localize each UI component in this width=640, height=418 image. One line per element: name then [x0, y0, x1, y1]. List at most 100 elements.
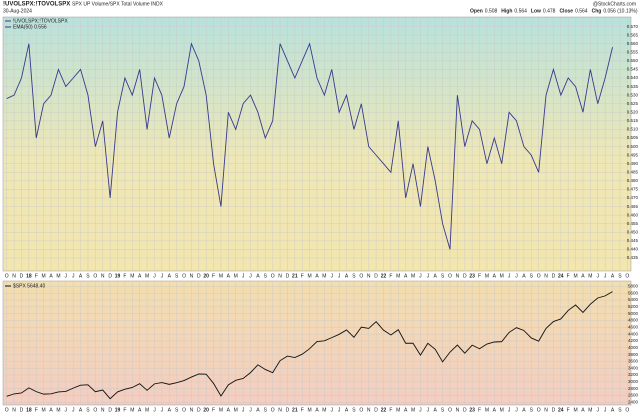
- x-tick-label: M: [130, 407, 134, 413]
- x-tick-label: A: [315, 273, 319, 279]
- x-tick-label: O: [182, 407, 186, 413]
- y-tick-label: 3600: [628, 359, 639, 364]
- y-tick-label: 0.435: [627, 255, 639, 260]
- y-tick-label: 0.535: [627, 84, 639, 89]
- x-tick-label: M: [234, 407, 238, 413]
- x-tick-label: F: [389, 407, 392, 413]
- x-tick-label: A: [256, 407, 260, 413]
- x-tick-label: J: [72, 273, 75, 279]
- x-tick-label: 19: [115, 273, 121, 279]
- y-tick-label: 0.465: [627, 204, 639, 209]
- x-tick-label: A: [79, 273, 83, 279]
- x-tick-label: S: [175, 273, 179, 279]
- x-tick-label: M: [308, 273, 312, 279]
- y-tick-label: 0.515: [627, 118, 639, 123]
- x-tick-label: A: [168, 273, 172, 279]
- x-tick-label: 20: [203, 273, 209, 279]
- x-tick-label: A: [227, 273, 231, 279]
- x-tick-label: J: [65, 407, 68, 413]
- x-tick-label: S: [530, 407, 534, 413]
- x-tick-label: A: [522, 407, 526, 413]
- x-tick-label: M: [322, 407, 326, 413]
- y-tick-label: 0.565: [627, 32, 639, 37]
- y-tick-label: 0.560: [627, 41, 639, 46]
- x-tick-label: 24: [558, 407, 564, 413]
- x-tick-label: S: [618, 407, 622, 413]
- x-tick-label: S: [264, 407, 268, 413]
- x-tick-label: M: [500, 273, 504, 279]
- y-tick-label: 5200: [628, 304, 639, 309]
- y-tick-label: 2400: [628, 399, 639, 404]
- x-tick-label: J: [161, 273, 164, 279]
- x-tick-label: D: [197, 407, 201, 413]
- x-tick-label: M: [130, 273, 134, 279]
- x-tick-label: D: [20, 407, 24, 413]
- y-tick-label: 0.495: [627, 152, 639, 157]
- x-tick-label: N: [101, 273, 105, 279]
- quote-label: Chg: [592, 8, 602, 14]
- y-tick-label: 2800: [628, 386, 639, 391]
- x-tick-label: F: [212, 407, 215, 413]
- x-tick-label: M: [56, 273, 60, 279]
- x-tick-label: J: [161, 407, 164, 413]
- x-tick-label: S: [175, 407, 179, 413]
- y-tick-label: 3400: [628, 365, 639, 370]
- quote-value: 0.564: [514, 8, 527, 14]
- x-tick-label: M: [219, 273, 223, 279]
- x-tick-label: M: [485, 407, 489, 413]
- x-tick-label: O: [182, 273, 186, 279]
- x-tick-label: J: [331, 273, 334, 279]
- x-tick-label: 23: [469, 273, 475, 279]
- x-tick-label: D: [463, 407, 467, 413]
- x-tick-label: M: [574, 273, 578, 279]
- x-tick-label: N: [456, 273, 460, 279]
- x-tick-label: D: [20, 273, 24, 279]
- x-tick-label: J: [249, 407, 252, 413]
- x-tick-label: N: [367, 273, 371, 279]
- x-tick-label: N: [278, 407, 282, 413]
- x-tick-label: S: [352, 407, 356, 413]
- x-tick-label: O: [537, 407, 541, 413]
- x-tick-label: D: [463, 273, 467, 279]
- x-tick-label: M: [56, 407, 60, 413]
- x-tick-label: A: [227, 407, 231, 413]
- x-tick-label: 24: [558, 273, 564, 279]
- x-tick-label: F: [35, 407, 38, 413]
- x-tick-label: A: [256, 273, 260, 279]
- legend-label: !UVOLSPX:!TOVOLSPX: [13, 18, 68, 24]
- x-tick-label: M: [219, 407, 223, 413]
- x-tick-label: N: [456, 407, 460, 413]
- x-tick-label: D: [286, 407, 290, 413]
- x-tick-label: 21: [292, 273, 298, 279]
- x-tick-label: O: [271, 407, 275, 413]
- x-tick-label: J: [72, 407, 75, 413]
- x-tick-label: J: [597, 273, 600, 279]
- x-tick-label: O: [359, 407, 363, 413]
- y-tick-label: 4000: [628, 345, 639, 350]
- x-tick-label: N: [12, 273, 16, 279]
- x-tick-label: D: [108, 407, 112, 413]
- x-tick-label: A: [49, 273, 53, 279]
- x-tick-label: M: [234, 273, 238, 279]
- x-tick-label: J: [419, 273, 422, 279]
- x-tick-label: J: [515, 407, 518, 413]
- x-tick-label: J: [65, 273, 68, 279]
- legend-label: $SPX 5648.40: [13, 283, 45, 289]
- y-tick-label: 4800: [628, 318, 639, 323]
- x-tick-label: J: [604, 407, 607, 413]
- x-tick-label: S: [530, 273, 534, 279]
- x-tick-label: F: [478, 407, 481, 413]
- quote-label: Close: [559, 8, 573, 14]
- x-tick-label: J: [604, 273, 607, 279]
- x-tick-label: F: [301, 273, 304, 279]
- x-tick-label: F: [478, 273, 481, 279]
- quote-value: 0.508: [485, 8, 498, 14]
- x-tick-label: 20: [203, 407, 209, 413]
- x-tick-label: A: [315, 407, 319, 413]
- x-tick-label: M: [145, 407, 149, 413]
- x-tick-label: J: [242, 407, 245, 413]
- x-tick-label: 21: [292, 407, 298, 413]
- x-tick-label: S: [86, 407, 90, 413]
- x-tick-label: M: [322, 273, 326, 279]
- x-tick-label: O: [537, 273, 541, 279]
